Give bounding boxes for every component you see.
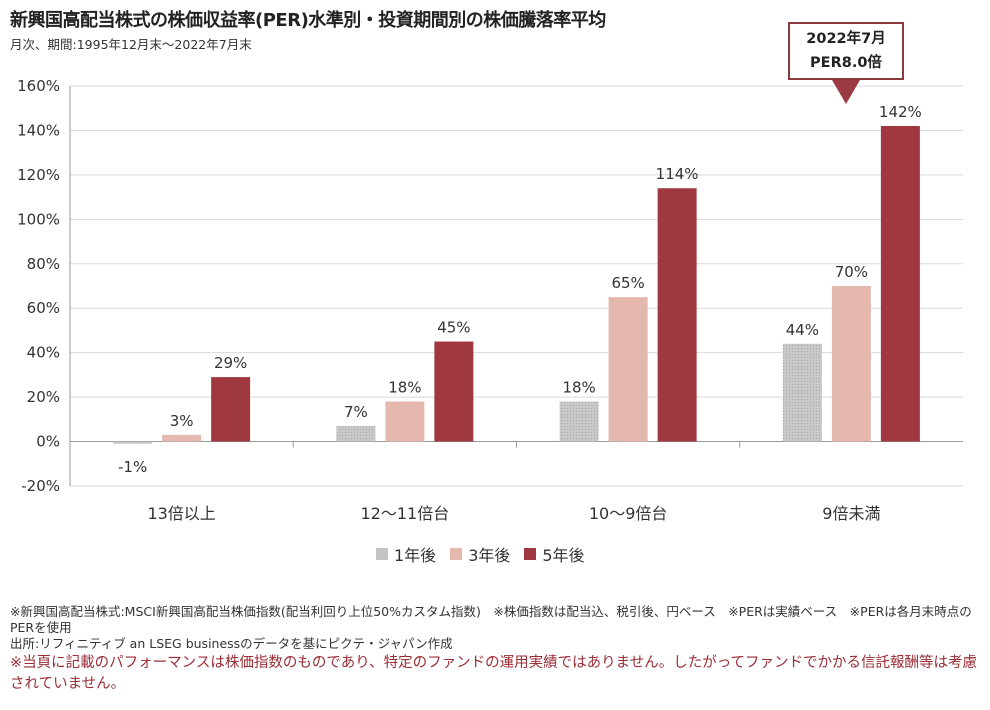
x-category-label: 12～11倍台 [361, 504, 450, 523]
bar-3年後-10～9倍台 [608, 297, 648, 442]
y-tick-label: 0% [36, 433, 60, 451]
legend-label-3y: 3年後 [468, 546, 511, 565]
y-tick-label: 40% [27, 344, 60, 362]
bar-chart: 160% 140% 120% 100% 80% 60% 40% 20% 0% -20% 13倍以上 1… [17, 77, 963, 523]
legend-swatch-3y [450, 548, 463, 560]
data-label: 18% [562, 379, 595, 397]
x-category-label: 10～9倍台 [589, 504, 668, 523]
callout-line1: 2022年7月 [806, 31, 886, 47]
y-tick-label: 100% [17, 210, 60, 228]
legend-item-1y: 1年後 [376, 542, 436, 566]
bar-1年後-10～9倍台 [559, 401, 599, 442]
data-label: 18% [388, 379, 421, 397]
y-tick-label: 20% [27, 388, 60, 406]
legend-item-3y: 3年後 [450, 542, 510, 566]
chart-title: 新興国高配当株式の株価収益率(PER)水準別・投資期間別の株価騰落率平均 [10, 10, 606, 31]
y-tick-label: 160% [17, 77, 60, 95]
y-tick-label: 120% [17, 166, 60, 184]
bar-5年後-12～11倍台 [434, 341, 474, 442]
data-label: 3% [170, 412, 194, 430]
bar-5年後-13倍以上 [211, 377, 251, 442]
data-label: 114% [656, 165, 699, 183]
x-category-label: 9倍未満 [822, 504, 880, 523]
bar-3年後-9倍未満 [831, 286, 871, 442]
callout-pointer [832, 80, 860, 104]
footnote-source: 出所:リフィニティブ an LSEG businessのデータを基にピクテ・ジャ… [10, 636, 453, 651]
bars [113, 126, 920, 444]
bar-1年後-9倍未満 [782, 343, 822, 442]
axes: 160% 140% 120% 100% 80% 60% 40% 20% 0% -20% 13倍以上 1… [17, 77, 963, 523]
data-label: 70% [835, 263, 868, 281]
bar-5年後-10～9倍台 [657, 188, 697, 442]
data-label: 29% [214, 354, 247, 372]
bar-1年後-12～11倍台 [336, 426, 376, 442]
legend-swatch-1y [376, 548, 388, 560]
data-label: -1% [118, 458, 147, 476]
legend: 1年後 3年後 5年後 [376, 542, 585, 566]
bar-3年後-12～11倍台 [385, 401, 425, 442]
data-label: 44% [786, 321, 819, 339]
data-label: 45% [437, 319, 470, 337]
legend-item-5y: 5年後 [524, 542, 585, 566]
legend-swatch-5y [524, 548, 537, 560]
data-labels: -1% 3% 29% 7% 18% 45% 18% 65% 114% 44% 70% 142% [118, 103, 922, 476]
bar-5年後-9倍未満 [880, 126, 920, 442]
chart-subtitle: 月次、期間:1995年12月末～2022年7月末 [10, 37, 252, 52]
data-label: 65% [611, 274, 644, 292]
legend-label-5y: 5年後 [542, 546, 585, 565]
callout-line2: PER8.0倍 [810, 55, 882, 71]
gridlines [70, 85, 963, 487]
footnote-warning: ※当頁に記載のパフォーマンスは株価指数のものであり、特定のファンドの運用実績では… [10, 655, 977, 692]
data-label: 142% [879, 103, 922, 121]
footnote-definitions: ※新興国高配当株式:MSCI新興国高配当株価指数(配当利回り上位50%カスタム指… [10, 604, 972, 635]
y-tick-label: 60% [27, 299, 60, 317]
bar-1年後-13倍以上 [113, 441, 153, 444]
data-label: 7% [344, 403, 368, 421]
callout-box: 2022年7月 PER8.0倍 [788, 22, 904, 80]
footnotes: ※新興国高配当株式:MSCI新興国高配当株価指数(配当利回り上位50%カスタム指… [10, 604, 980, 695]
y-tick-label: -20% [21, 477, 60, 495]
legend-label-1y: 1年後 [394, 546, 437, 565]
bar-3年後-13倍以上 [162, 434, 202, 442]
x-category-label: 13倍以上 [147, 504, 215, 523]
y-tick-label: 80% [27, 255, 60, 273]
y-tick-label: 140% [17, 121, 60, 139]
